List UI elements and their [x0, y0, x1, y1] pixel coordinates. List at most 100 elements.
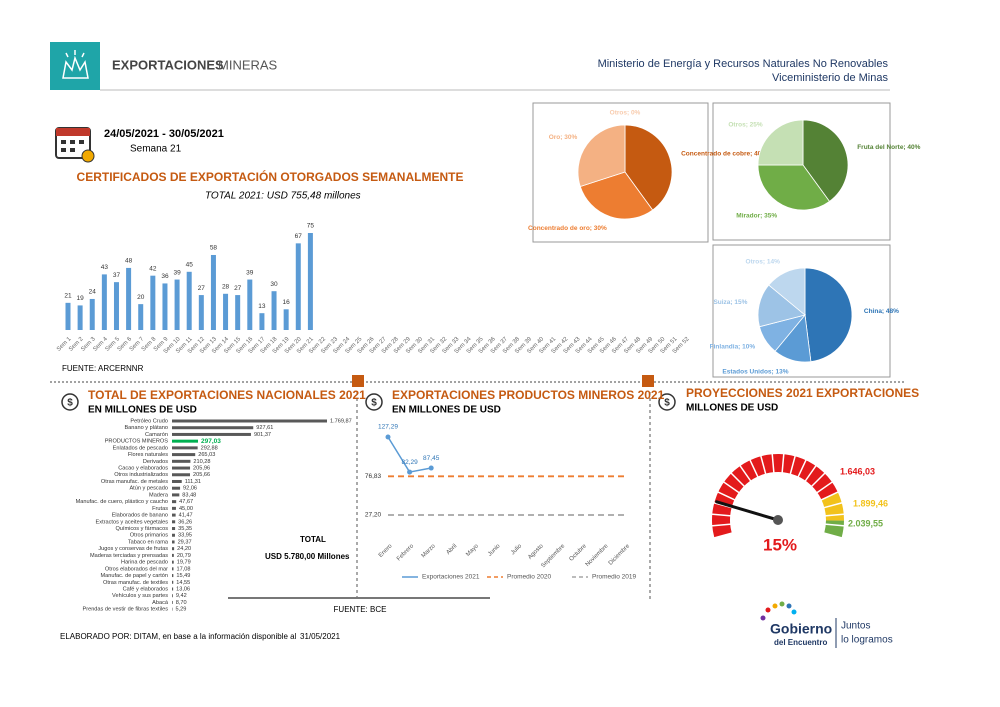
pie-label: Oro; 30% — [549, 134, 578, 141]
bar — [172, 547, 175, 551]
marker — [352, 375, 364, 387]
gauge-gap — [823, 501, 843, 509]
bar — [172, 527, 176, 531]
data-label: 292,88 — [201, 445, 218, 451]
header-title-light: MINERAS — [218, 57, 278, 72]
bar — [172, 520, 176, 524]
bar — [210, 254, 216, 330]
bar — [172, 466, 191, 470]
data-label: 265,03 — [198, 452, 215, 458]
data-label: 67 — [295, 233, 303, 240]
data-label: 82,29 — [401, 459, 418, 466]
pie-label: Finlandia; 10% — [710, 343, 756, 350]
pie-slice — [757, 164, 831, 211]
data-label: 24,20 — [177, 546, 191, 552]
bar — [172, 493, 180, 497]
pie-slice — [768, 267, 806, 316]
chart-subtitle: TOTAL 2021: USD 755,48 millones — [205, 191, 361, 202]
data-label: 20,79 — [177, 553, 191, 559]
bar — [101, 274, 107, 330]
data-label: 39 — [173, 269, 181, 276]
bar — [172, 459, 191, 463]
point — [385, 434, 391, 440]
pie-label: Otros; 0% — [610, 110, 641, 117]
data-label: 47,67 — [179, 499, 193, 505]
gauge-gap — [804, 464, 818, 482]
bar — [172, 506, 176, 510]
x-tick-label: Abril — [446, 543, 459, 556]
gauge-label: 1.646,03 — [840, 466, 875, 476]
bar — [283, 309, 289, 330]
category-label: Otros elaborados del mar — [105, 566, 168, 572]
category-label: Café y elaborados — [123, 586, 169, 592]
bar — [271, 291, 277, 330]
category-label: Manufac. de cuero, plástico y caucho — [76, 499, 168, 505]
pie-label: Concentrado de cobre; 40% — [681, 150, 767, 157]
logo-text: Gobierno — [770, 621, 832, 637]
pie-slice — [579, 171, 654, 220]
data-label: 48 — [125, 258, 133, 265]
gauge-gap — [810, 472, 826, 488]
gauge-gap — [824, 513, 845, 517]
category-label: Otras manufac. de metales — [101, 479, 168, 485]
bar — [172, 446, 198, 450]
source: FUENTE: ARCERNNR — [62, 364, 144, 373]
gauge-gap — [789, 455, 797, 475]
gauge-label: 2.039,55 — [848, 518, 883, 528]
gauge-gap — [824, 523, 845, 527]
data-label: 19,79 — [177, 560, 191, 566]
data-label: 42 — [149, 265, 157, 272]
bar — [172, 500, 177, 504]
slogan: Juntos — [841, 621, 870, 632]
bar — [172, 479, 182, 483]
logo-icon — [62, 50, 89, 79]
gov-logo-dots — [760, 601, 797, 621]
marker — [642, 375, 654, 387]
category-label: Manufac. de papel y cartón — [101, 573, 168, 579]
pie-frame — [712, 102, 891, 241]
pie-label: Otros; 25% — [728, 121, 763, 128]
category-label: Elaborados de banano — [112, 513, 168, 519]
bar — [172, 486, 181, 490]
total-text: USD 5.780,00 Millones — [265, 552, 350, 561]
data-label: 205,96 — [193, 466, 210, 472]
data-label: 927,61 — [256, 425, 273, 431]
legend-label: Exportaciones 2021 — [422, 574, 480, 581]
data-label: 35,35 — [178, 526, 192, 532]
period-dates: 24/05/2021 - 30/05/2021 — [104, 128, 224, 140]
data-label: 17,08 — [176, 566, 190, 572]
data-label: 27 — [234, 285, 242, 292]
needle-hub — [773, 515, 783, 525]
x-tick-label: Septiembre — [540, 543, 566, 569]
source: FUENTE: BCE — [334, 605, 387, 614]
bar — [172, 473, 191, 477]
point — [428, 465, 434, 471]
prepared-date: 31/05/2021 — [300, 632, 341, 641]
chart-subtitle: EN MILLONES DE USD — [88, 405, 197, 416]
data-label: 41,47 — [179, 513, 193, 519]
prepared-by: ELABORADO POR: DITAM, en base a la infor… — [60, 632, 297, 641]
data-label: 16 — [283, 299, 291, 306]
data-label: 58 — [210, 245, 218, 252]
x-tick-label: Junio — [487, 543, 502, 558]
x-tick-label: Marzo — [421, 543, 437, 559]
data-label: 1.769,87 — [330, 418, 352, 424]
bar — [172, 580, 174, 584]
chart-subtitle: EN MILLONES DE USD — [392, 405, 501, 416]
logo-text: del Encuentro — [774, 638, 827, 647]
pie-slice — [757, 119, 804, 166]
data-label: 15,49 — [176, 573, 190, 579]
category-label: Petróleo Crudo — [130, 418, 168, 424]
bar — [198, 295, 204, 330]
gauge-gap — [711, 513, 732, 517]
data-label: 28 — [222, 284, 230, 291]
header-title: EXPORTACIONES — [112, 57, 224, 72]
total-label: TOTAL — [300, 535, 326, 544]
category-label: Banano y plátano — [124, 425, 168, 431]
bar — [89, 298, 95, 330]
category-label: Extractos y aceites vegetales — [96, 519, 169, 525]
bar — [65, 302, 71, 330]
category-label: Abacá — [152, 600, 169, 606]
bar — [113, 282, 119, 330]
bar — [172, 453, 196, 457]
